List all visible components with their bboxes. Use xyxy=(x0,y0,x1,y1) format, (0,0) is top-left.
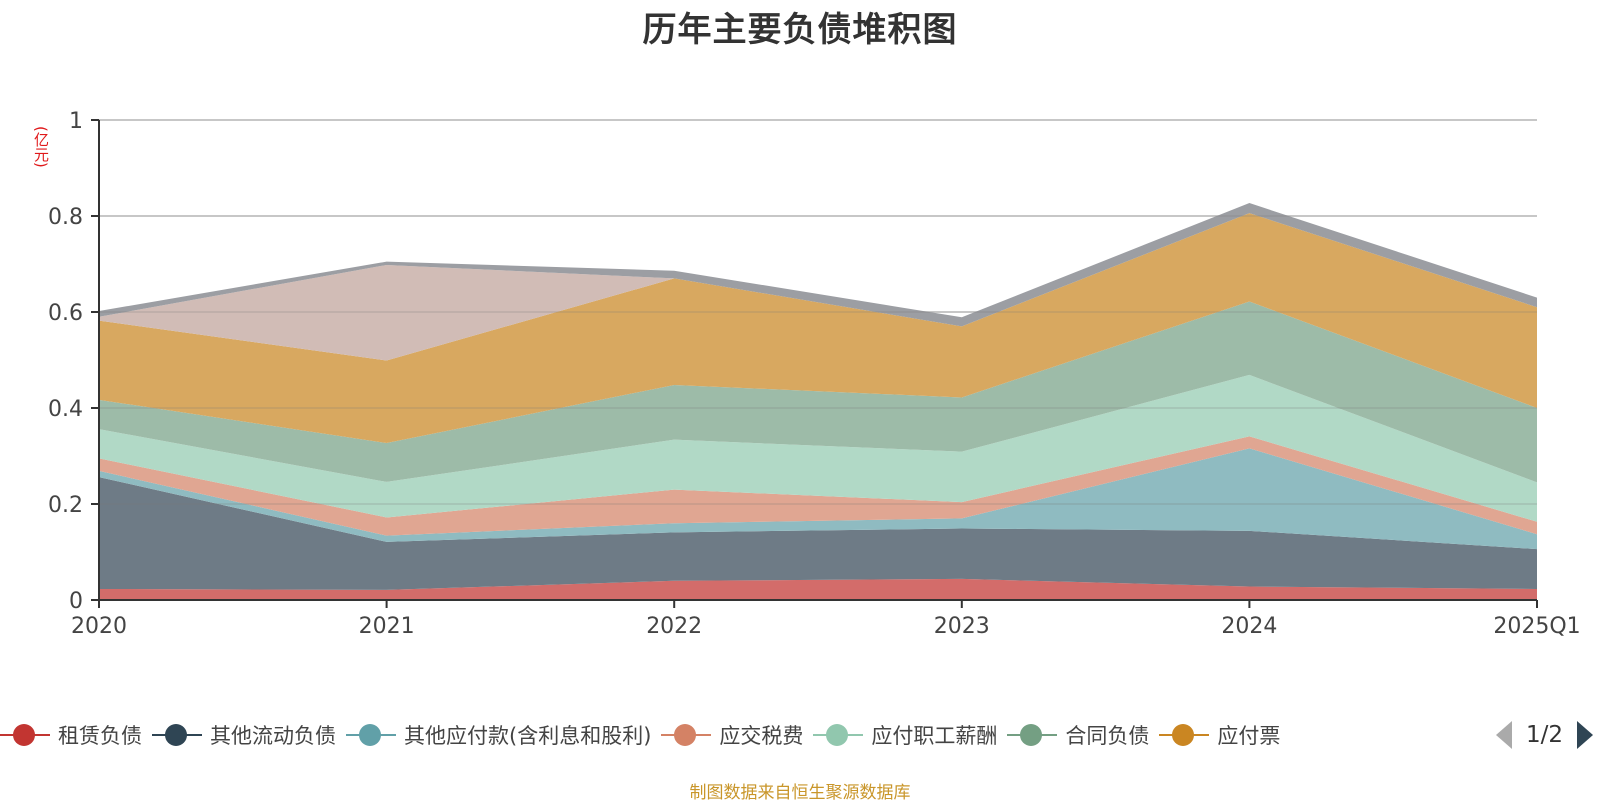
y-tick-label: 0.8 xyxy=(48,205,83,230)
area-series-8 xyxy=(99,203,1537,327)
legend-item[interactable]: 应付票 xyxy=(1159,718,1280,752)
legend-item[interactable]: 合同负债 xyxy=(1007,718,1149,752)
legend-marker-icon xyxy=(661,723,712,747)
legend-item[interactable]: 应付职工薪酬 xyxy=(813,718,997,752)
x-tick-label: 2025Q1 xyxy=(1493,614,1580,639)
legend-label: 应付票 xyxy=(1217,724,1281,748)
legend-label: 租赁负债 xyxy=(58,724,142,748)
legend-marker-icon xyxy=(152,723,202,747)
area-series-3 xyxy=(99,436,1537,536)
legend-item[interactable]: 其他应付款(含利息和股利) xyxy=(346,718,651,752)
triangle-right-icon[interactable] xyxy=(1577,721,1594,749)
area-layers xyxy=(99,119,1537,600)
legend-marker-icon xyxy=(1159,723,1210,747)
axes: 0 0.2 0.4 0.6 0.8 1 2020 2021 2022 2023 2024 2025Q1 xyxy=(48,109,1581,639)
y-tick-label: 0.2 xyxy=(48,493,83,518)
y-tick-label: 1 xyxy=(69,109,83,134)
area-series-5 xyxy=(99,301,1537,483)
area-series-1 xyxy=(99,477,1537,590)
triangle-left-icon[interactable] xyxy=(1496,721,1512,749)
legend-label: 应交税费 xyxy=(719,724,804,748)
y-tick-label: 0 xyxy=(69,589,83,614)
area-series-4 xyxy=(99,374,1537,522)
x-tick-label: 2024 xyxy=(1221,614,1277,639)
y-axis-unit-label: (亿元) xyxy=(32,126,50,168)
legend: 租赁负债 其他流动负债 其他应付款(含利息和股利) 应交税费 应付职工薪酬 合同负债 应付票 xyxy=(0,718,1480,752)
area-series-0 xyxy=(99,578,1537,600)
x-tick-label: 2020 xyxy=(71,614,127,639)
legend-label: 合同负债 xyxy=(1065,724,1150,748)
stacked-area-chart: 0 0.2 0.4 0.6 0.8 1 2020 2021 2022 2023 2024 2025Q1 xyxy=(48,109,1581,639)
legend-marker-icon xyxy=(813,723,864,747)
legend-item[interactable]: 应交税费 xyxy=(661,718,803,752)
legend-marker-icon xyxy=(0,723,50,747)
legend-marker-icon xyxy=(1007,723,1058,747)
legend-page-indicator: 1/2 xyxy=(1526,722,1564,748)
y-tick-label: 0.4 xyxy=(48,397,83,422)
legend-label: 其他流动负债 xyxy=(210,724,336,748)
area-series-6 xyxy=(99,213,1537,444)
legend-label: 其他应付款(含利息和股利) xyxy=(404,724,652,748)
legend-pager: 1/2 xyxy=(1496,718,1594,752)
y-tick-label: 0.6 xyxy=(48,301,83,326)
legend-label: 应付职工薪酬 xyxy=(871,724,998,748)
x-tick-label: 2023 xyxy=(934,614,990,639)
x-tick-label: 2021 xyxy=(359,614,415,639)
chart-title: 历年主要负债堆积图 xyxy=(642,10,958,50)
x-tick-label: 2022 xyxy=(646,614,702,639)
area-series-2 xyxy=(99,448,1537,550)
legend-marker-icon xyxy=(346,723,396,747)
area-series-7 xyxy=(99,213,1537,361)
legend-item[interactable]: 其他流动负债 xyxy=(152,718,336,752)
data-source-note: 制图数据来自恒生聚源数据库 xyxy=(689,783,911,803)
legend-item[interactable]: 租赁负债 xyxy=(0,718,142,752)
